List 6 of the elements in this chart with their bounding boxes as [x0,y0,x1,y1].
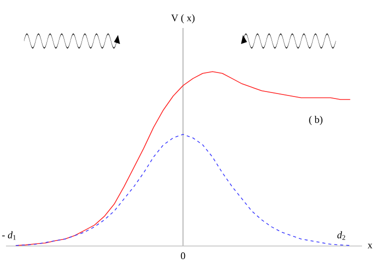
annotation: d$_{2}$ [337,231,346,240]
annotation: - d$_{1}$ [2,231,16,240]
text: 0 [180,252,186,260]
x-axis-title: x [368,244,372,248]
text: V ( x) [171,14,195,24]
annotation: ( b) [309,116,322,125]
